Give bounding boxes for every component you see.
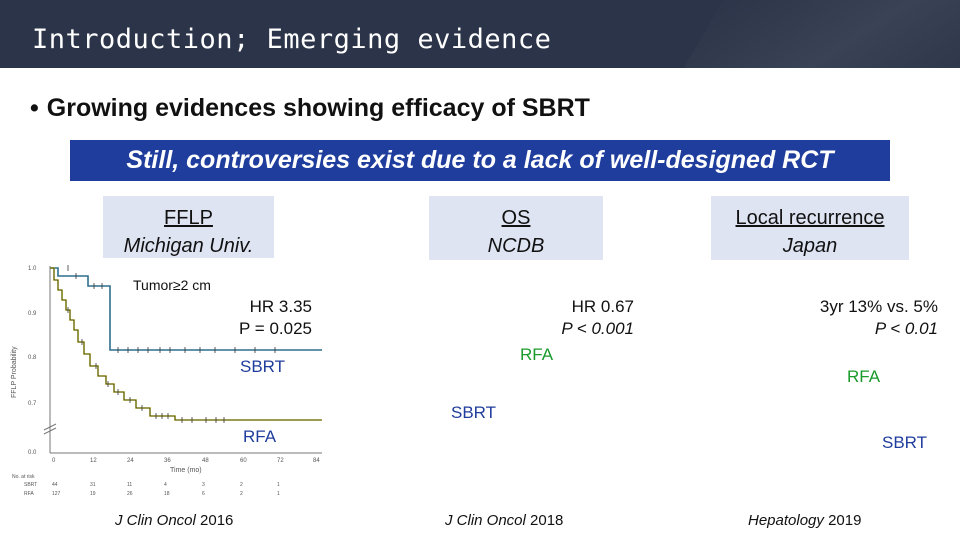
study-box-local-recurrence: Local recurrence Japan <box>711 196 909 260</box>
study-source: Michigan Univ. <box>123 235 254 257</box>
study3-citation: Hepatology 2019 <box>748 512 861 529</box>
km-xtick: 36 <box>164 458 171 464</box>
km-xtick: 0 <box>52 458 56 464</box>
study-endpoint: Local recurrence <box>735 207 885 229</box>
km-xtick: 84 <box>313 458 320 464</box>
km-risk-value: 3 <box>202 482 205 488</box>
km-survival-plot: 1.0 0.9 0.8 0.7 0.0 FFLP Probability 0 1… <box>10 258 328 502</box>
km-ytick: 0.9 <box>28 311 37 317</box>
study2-label-sbrt: SBRT <box>451 403 497 422</box>
study-endpoint: OS <box>501 207 531 229</box>
citation-year: 2019 <box>828 512 862 529</box>
study-box-os: OS NCDB <box>429 196 603 260</box>
km-ytick: 0.0 <box>28 450 37 456</box>
citation-journal: J Clin Oncol <box>115 512 196 529</box>
study3-rates: 3yr 13% vs. 5% <box>819 297 938 316</box>
km-risk-value: 127 <box>52 491 61 497</box>
study-endpoint: FFLP <box>164 207 213 229</box>
citation-journal: Hepatology <box>748 512 824 529</box>
km-ytick: 1.0 <box>28 266 37 272</box>
km-risk-table: 44 31 11 4 3 2 1 127 19 26 18 6 2 1 <box>52 482 280 497</box>
subgroup-label: Tumor≥2 cm <box>133 277 211 293</box>
study2-label-rfa: RFA <box>520 345 554 364</box>
study2-hr: HR 0.67 <box>571 297 634 316</box>
controversy-banner: Still, controversies exist due to a lack… <box>70 140 890 181</box>
km-risk-value: 19 <box>90 491 96 497</box>
km-axis-break <box>43 427 57 435</box>
title-bar-decoration <box>665 0 960 68</box>
bullet-point: • Growing evidences showing efficacy of S… <box>30 94 590 123</box>
km-risk-value: 31 <box>90 482 96 488</box>
title-bar: Introduction; Emerging evidence <box>0 0 960 68</box>
km-risk-header: No. at risk <box>12 474 35 480</box>
km-xtick: 12 <box>90 458 97 464</box>
km-risk-value: 1 <box>277 482 280 488</box>
km-xtick: 48 <box>202 458 209 464</box>
citation-journal: J Clin Oncol <box>445 512 526 529</box>
km-xlabel: Time (mo) <box>170 467 202 474</box>
citation-year: 2018 <box>530 512 564 529</box>
km-curve-sbrt <box>50 267 322 351</box>
study1-hr: HR 3.35 <box>249 297 312 316</box>
study2-p-value: P < 0.001 <box>561 319 634 338</box>
km-risk-value: 2 <box>240 482 243 488</box>
study-box-fflp: FFLP Michigan Univ. <box>103 196 274 260</box>
study2-citation: J Clin Oncol 2018 <box>445 512 563 529</box>
km-xtick: 72 <box>277 458 284 464</box>
km-ytick: 0.8 <box>28 355 37 361</box>
km-ylabel: FFLP Probability <box>11 346 18 398</box>
citation-year: 2016 <box>200 512 234 529</box>
bullet-text: Growing evidences showing efficacy of SB… <box>46 94 590 122</box>
km-risk-value: 2 <box>240 491 243 497</box>
km-curve-rfa-overlay <box>50 267 322 421</box>
km-risk-value: 6 <box>202 491 205 497</box>
km-censor-marks <box>67 265 276 423</box>
study1-label-rfa: RFA <box>243 427 277 446</box>
km-risk-value: 1 <box>277 491 280 497</box>
study1-citation: J Clin Oncol 2016 <box>115 512 233 529</box>
study3-p-value: P < 0.01 <box>874 319 938 338</box>
km-risk-value: 26 <box>127 491 133 497</box>
km-risk-label-sbrt: SBRT <box>24 482 37 488</box>
km-xtick: 60 <box>240 458 247 464</box>
study1-label-sbrt: SBRT <box>240 357 286 376</box>
km-risk-value: 4 <box>164 482 167 488</box>
km-xtick: 24 <box>127 458 134 464</box>
study-source: Japan <box>782 235 838 257</box>
study3-label-sbrt: SBRT <box>882 433 928 452</box>
km-ytick: 0.7 <box>28 401 37 407</box>
study1-p-value: P = 0.025 <box>239 319 312 338</box>
slide-title: Introduction; Emerging evidence <box>32 24 552 55</box>
study3-label-rfa: RFA <box>847 367 881 386</box>
km-risk-value: 18 <box>164 491 170 497</box>
km-risk-value: 11 <box>127 482 132 488</box>
km-risk-value: 44 <box>52 482 58 488</box>
km-risk-label-rfa: RFA <box>24 491 34 497</box>
km-plot-background <box>10 258 328 502</box>
bullet-symbol: • <box>30 94 39 122</box>
km-axis-break <box>43 423 57 431</box>
study-source: NCDB <box>487 235 545 257</box>
